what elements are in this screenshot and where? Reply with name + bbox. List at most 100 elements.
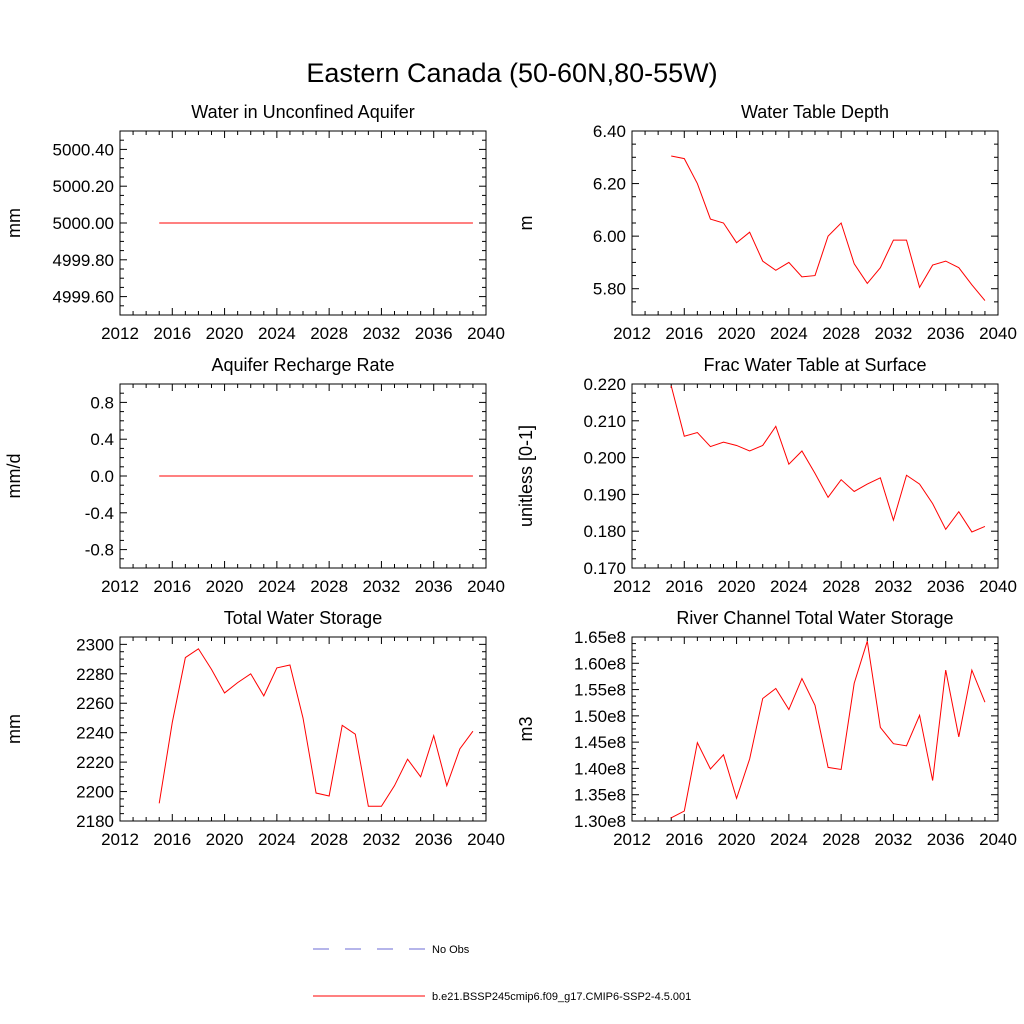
y-tick-label: 1.30e8 <box>574 812 626 831</box>
panel-water-table-depth: Water Table Depth m 2012 2016 2020 2024 2028 20… <box>516 102 1017 343</box>
series-line-water-table-depth <box>671 155 986 301</box>
x-tick-label: 2020 <box>718 324 756 343</box>
y-tick-label: 1.40e8 <box>574 759 626 778</box>
x-tick-label: 2036 <box>415 830 453 849</box>
x-tick-label: 2024 <box>258 324 296 343</box>
x-tick-label: 2040 <box>979 577 1017 596</box>
x-tick-label: 2012 <box>613 577 651 596</box>
x-tick-label: 2040 <box>467 324 505 343</box>
x-tick-label: 2020 <box>206 324 244 343</box>
y-tick-label: 0.0 <box>90 467 114 486</box>
panel-title-frac-water-table-at-surface: Frac Water Table at Surface <box>703 355 926 375</box>
panel-title-river-channel-total-water-storage: River Channel Total Water Storage <box>676 608 953 628</box>
y-tick-label: 0.8 <box>90 393 114 412</box>
y-tick-label: 1.65e8 <box>574 628 626 647</box>
x-tick-label: 2012 <box>613 324 651 343</box>
x-tick-label: 2016 <box>153 577 191 596</box>
x-tick-label: 2032 <box>363 577 401 596</box>
legend-label-model: b.e21.BSSP245cmip6.f09_g17.CMIP6-SSP2-4.… <box>432 991 691 1003</box>
panel-frac-water-table-at-surface: Frac Water Table at Surface unitless [0-1… <box>516 355 1017 596</box>
x-tick-label: 2028 <box>310 324 348 343</box>
y-tick-label: 2260 <box>76 694 114 713</box>
y-axis-label-frac-water-table-at-surface: unitless [0-1] <box>516 425 536 527</box>
series-line-total-water-storage <box>158 648 474 807</box>
panel-aquifer-recharge-rate: Aquifer Recharge Rate mm/d 2012 2016 2020 202… <box>4 355 505 596</box>
plot-frame-total-water-storage <box>119 636 487 822</box>
y-tick-label: 0.180 <box>583 522 626 541</box>
x-tick-label: 2024 <box>258 577 296 596</box>
x-tick-label: 2036 <box>927 324 965 343</box>
panel-river-channel-total-water-storage: River Channel Total Water Storage m3 2012 2… <box>516 608 1017 849</box>
y-tick-label: 2180 <box>76 812 114 831</box>
x-tick-label: 2016 <box>665 830 703 849</box>
y-axis-label-aquifer-recharge-rate: mm/d <box>4 454 24 499</box>
x-tick-label: 2024 <box>258 830 296 849</box>
x-tick-label: 2028 <box>310 577 348 596</box>
x-tick-label: 2020 <box>206 830 244 849</box>
y-tick-label: 0.210 <box>583 412 626 431</box>
x-tick-label: 2036 <box>927 830 965 849</box>
x-tick-label: 2012 <box>613 830 651 849</box>
x-tick-label: 2036 <box>927 577 965 596</box>
legend-label-no-obs: No Obs <box>432 944 470 956</box>
panel-title-total-water-storage: Total Water Storage <box>224 608 382 628</box>
y-tick-label: 0.4 <box>90 430 114 449</box>
y-tick-label: 0.220 <box>583 375 626 394</box>
x-tick-label: 2012 <box>101 577 139 596</box>
figure-title: Eastern Canada (50-60N,80-55W) <box>306 58 717 88</box>
y-axis-label-water-in-unconfined-aquifer: mm <box>4 208 24 238</box>
x-tick-label: 2036 <box>415 324 453 343</box>
x-tick-label: 2032 <box>875 577 913 596</box>
y-tick-label: 6.00 <box>593 227 626 246</box>
y-tick-label: 4999.80 <box>53 251 114 270</box>
series-line-frac-water-table-at-surface <box>670 385 986 533</box>
x-tick-label: 2016 <box>153 830 191 849</box>
y-tick-label: 2200 <box>76 783 114 802</box>
y-tick-label: 5000.00 <box>53 214 114 233</box>
y-tick-label: 2240 <box>76 724 114 743</box>
plot-frame-frac-water-table-at-surface <box>631 383 999 569</box>
y-tick-label: 2280 <box>76 665 114 684</box>
y-axis-label-water-table-depth: m <box>516 216 536 231</box>
x-tick-label: 2024 <box>770 577 808 596</box>
y-tick-label: 6.40 <box>593 122 626 141</box>
y-tick-label: 1.35e8 <box>574 786 626 805</box>
x-tick-label: 2024 <box>770 324 808 343</box>
y-tick-label: 1.50e8 <box>574 707 626 726</box>
x-tick-label: 2012 <box>101 830 139 849</box>
y-tick-label: 1.60e8 <box>574 654 626 673</box>
x-tick-label: 2032 <box>875 830 913 849</box>
y-tick-label: 5.80 <box>593 280 626 299</box>
panel-title-aquifer-recharge-rate: Aquifer Recharge Rate <box>211 355 394 375</box>
y-axis-label-total-water-storage: mm <box>4 714 24 744</box>
y-tick-label: 6.20 <box>593 175 626 194</box>
y-tick-label: 1.45e8 <box>574 733 626 752</box>
y-tick-label: 5000.20 <box>53 177 114 196</box>
x-tick-label: 2024 <box>770 830 808 849</box>
x-tick-label: 2032 <box>363 830 401 849</box>
x-tick-label: 2028 <box>310 830 348 849</box>
y-tick-label: -0.4 <box>85 504 114 523</box>
x-tick-label: 2016 <box>665 577 703 596</box>
x-tick-label: 2040 <box>979 324 1017 343</box>
y-tick-label: 4999.60 <box>53 288 114 307</box>
y-axis-label-river-channel-total-water-storage: m3 <box>516 716 536 741</box>
x-tick-label: 2028 <box>822 577 860 596</box>
y-tick-label: 0.170 <box>583 559 626 578</box>
y-tick-label: 2220 <box>76 753 114 772</box>
panel-total-water-storage: Total Water Storage mm 2012 2016 2020 2024 202… <box>4 608 505 849</box>
y-tick-label: 5000.40 <box>53 140 114 159</box>
x-tick-label: 2020 <box>718 830 756 849</box>
x-tick-label: 2020 <box>206 577 244 596</box>
y-tick-label: -0.8 <box>85 541 114 560</box>
x-tick-label: 2040 <box>467 830 505 849</box>
x-tick-label: 2032 <box>875 324 913 343</box>
y-tick-label: 1.55e8 <box>574 681 626 700</box>
x-tick-label: 2028 <box>822 830 860 849</box>
x-tick-label: 2040 <box>467 577 505 596</box>
x-tick-label: 2028 <box>822 324 860 343</box>
panel-title-water-in-unconfined-aquifer: Water in Unconfined Aquifer <box>191 102 414 122</box>
y-tick-label: 2300 <box>76 635 114 654</box>
x-tick-label: 2032 <box>363 324 401 343</box>
